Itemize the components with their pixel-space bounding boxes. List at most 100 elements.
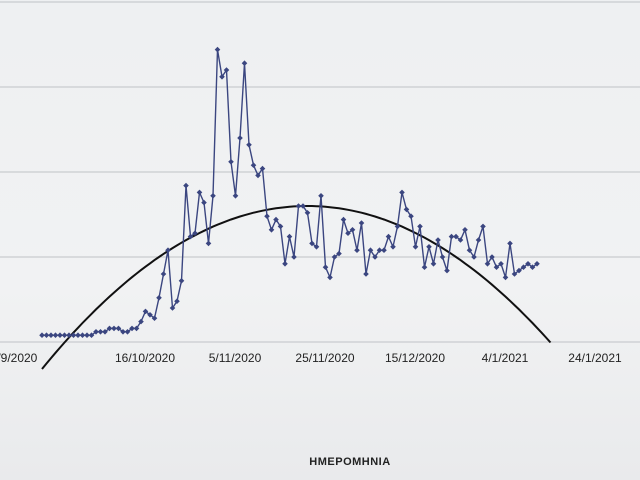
data-point <box>273 216 279 223</box>
data-point <box>439 254 446 260</box>
data-point <box>525 261 531 267</box>
data-point <box>250 162 257 168</box>
data-point <box>349 227 356 233</box>
gridlines <box>0 1 640 343</box>
data-point <box>462 227 468 233</box>
data-point <box>160 271 167 277</box>
data-point <box>79 332 86 338</box>
data-point <box>435 237 441 243</box>
data-point <box>111 325 117 332</box>
data-point <box>529 264 536 270</box>
data-point <box>358 220 365 226</box>
data-point <box>156 295 162 301</box>
data-point <box>93 329 99 335</box>
data-point <box>43 332 50 338</box>
x-tick-label: 6/9/2020 <box>0 351 38 365</box>
data-point <box>228 159 234 165</box>
data-point <box>174 298 180 304</box>
data-point <box>385 233 392 240</box>
data-point <box>169 305 176 311</box>
data-point <box>120 329 126 335</box>
data-point <box>430 261 437 267</box>
data-point <box>309 240 315 247</box>
data-point <box>147 312 153 318</box>
data-point <box>138 318 144 325</box>
x-tick-label: 15/12/2020 <box>385 351 445 365</box>
data-point <box>57 332 63 338</box>
data-point <box>268 227 275 233</box>
data-point <box>201 199 207 206</box>
data-point <box>354 247 360 253</box>
data-point <box>507 240 513 247</box>
data-point <box>205 240 212 247</box>
data-point <box>75 332 81 338</box>
data-point <box>511 271 518 277</box>
data-point <box>534 261 540 267</box>
data-point <box>277 223 284 230</box>
data-point <box>372 254 378 260</box>
data-point <box>295 203 302 209</box>
data-point <box>187 233 194 240</box>
data-point <box>259 165 266 172</box>
data-point <box>219 74 225 80</box>
data-point <box>390 244 396 250</box>
data-point <box>484 261 491 267</box>
data-point <box>151 315 158 321</box>
data-point <box>39 332 45 338</box>
data-point <box>165 247 171 253</box>
data-point <box>520 264 527 270</box>
data-point <box>61 332 68 338</box>
data-point <box>192 230 198 236</box>
data-point <box>210 193 216 199</box>
data-point <box>237 135 243 141</box>
data-point <box>124 329 131 335</box>
series-line <box>42 49 538 336</box>
data-point <box>453 233 459 240</box>
data-point <box>241 60 248 66</box>
data-point <box>133 325 140 332</box>
data-point <box>457 237 464 243</box>
data-point <box>421 264 428 270</box>
data-point <box>412 244 419 250</box>
data-point <box>88 332 95 338</box>
x-axis-title: ΗΜΕΡΟΜΗΝΙΑ <box>309 456 390 468</box>
data-point <box>417 223 423 230</box>
data-point <box>115 325 122 332</box>
data-point <box>408 213 414 219</box>
data-point <box>399 189 405 196</box>
data-point <box>498 261 504 267</box>
data-point <box>70 332 77 338</box>
data-point <box>403 206 410 213</box>
data-point <box>471 254 477 260</box>
data-point <box>214 46 221 53</box>
data-point <box>84 332 90 338</box>
data-point <box>394 223 401 230</box>
x-tick-label: 25/11/2020 <box>295 351 354 365</box>
data-point <box>376 247 383 253</box>
data-point <box>475 237 482 243</box>
data-point <box>448 233 455 240</box>
data-point <box>196 189 203 196</box>
data-point <box>444 267 450 274</box>
data-point <box>516 267 522 274</box>
data-point <box>489 254 495 260</box>
data-point <box>52 332 59 338</box>
x-tick-label: 5/11/2020 <box>209 351 262 365</box>
data-point <box>381 247 387 253</box>
x-tick-label: 4/1/2021 <box>482 351 529 365</box>
data-point <box>318 193 324 199</box>
data-point <box>66 332 72 338</box>
x-tick-label: 16/10/2020 <box>115 351 175 365</box>
data-point <box>129 325 135 332</box>
data-point <box>286 233 293 240</box>
x-tick-label: 24/1/2021 <box>568 351 622 365</box>
data-point <box>232 193 239 199</box>
x-tick-labels: 6/9/2020 16/10/2020 5/11/2020 25/11/2020 15/… <box>0 351 622 365</box>
data-point <box>493 264 500 270</box>
data-point <box>304 210 311 216</box>
data-point <box>246 142 252 148</box>
data-point <box>466 247 473 253</box>
data-point <box>502 274 509 281</box>
data-point <box>345 230 351 236</box>
